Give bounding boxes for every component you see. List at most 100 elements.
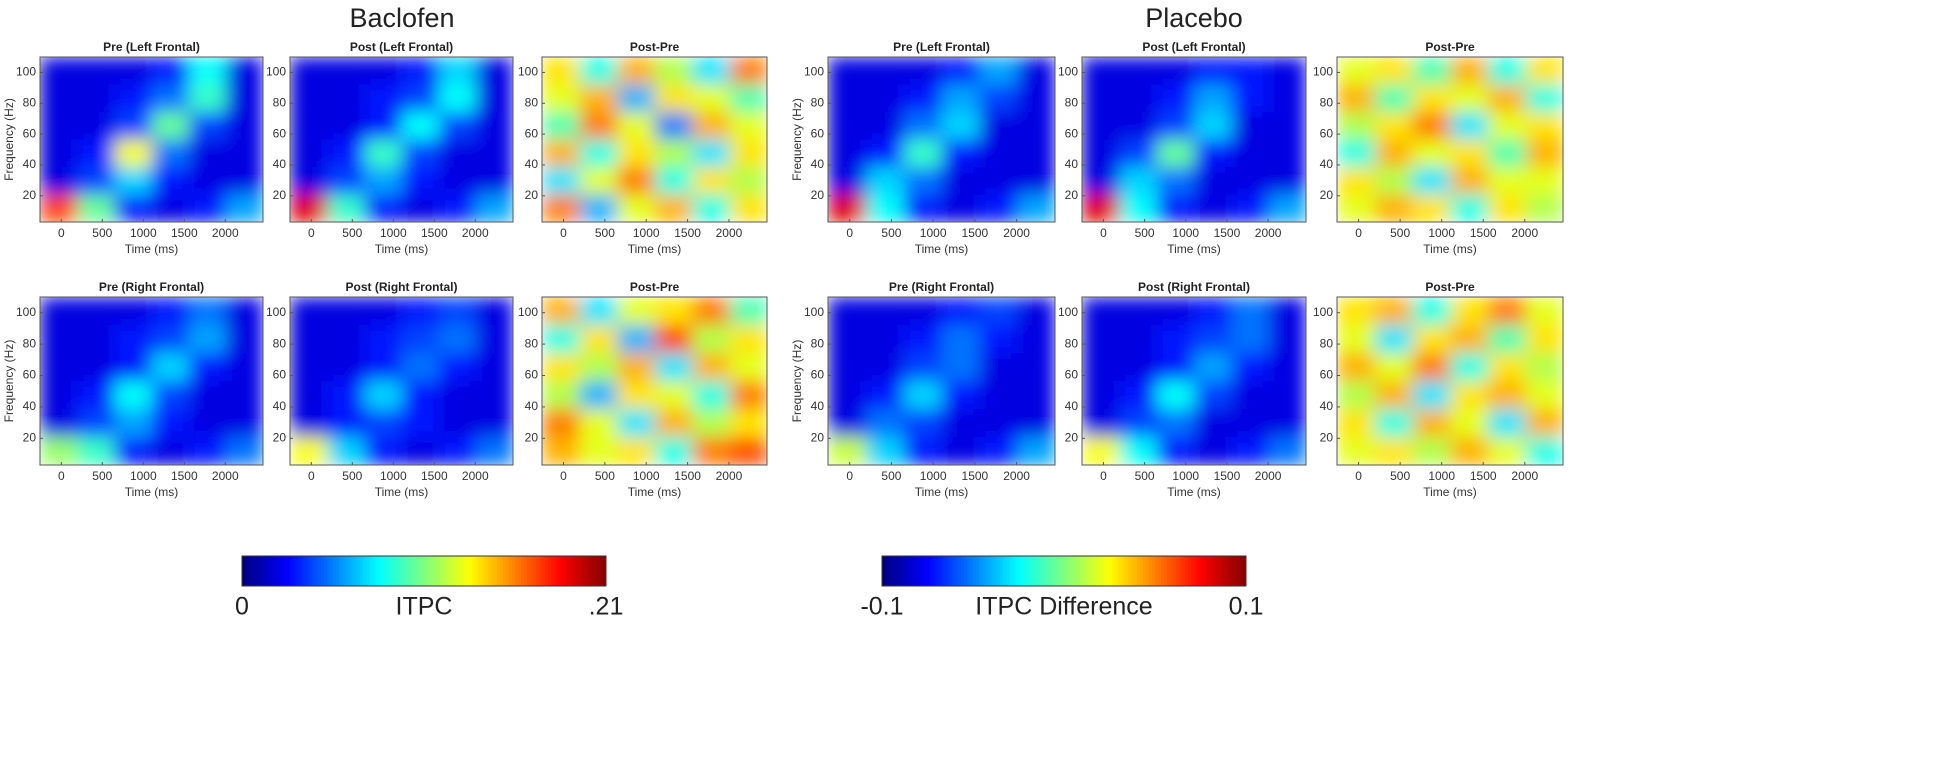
colorbar-tick-label: -0.1 bbox=[860, 593, 903, 621]
heatmap-cell bbox=[290, 409, 328, 438]
plot-frame bbox=[1336, 296, 1564, 466]
heatmap-cell bbox=[364, 167, 402, 195]
heatmap-cell bbox=[729, 437, 767, 465]
heatmap-cell bbox=[225, 84, 263, 113]
heatmap-cell bbox=[1119, 57, 1158, 85]
heatmap-cell bbox=[1156, 57, 1195, 85]
heatmap-cell bbox=[1156, 167, 1195, 195]
heatmap-cell bbox=[1412, 297, 1451, 326]
heatmap-cell bbox=[1374, 112, 1413, 140]
colorbar-step bbox=[1239, 556, 1244, 586]
colorbar-step bbox=[260, 556, 264, 586]
colorbar-step bbox=[333, 556, 337, 586]
plot-frame bbox=[289, 296, 514, 466]
heatmap-cell bbox=[438, 194, 477, 222]
x-axis-label: Time (ms) bbox=[1167, 485, 1221, 499]
heatmap-cell bbox=[1337, 112, 1376, 140]
group-title: Baclofen bbox=[349, 3, 454, 33]
heatmap-cell bbox=[290, 84, 328, 113]
colorbar-step bbox=[266, 556, 270, 586]
y-tick-label: 100 bbox=[266, 65, 286, 79]
colorbar-step bbox=[1200, 556, 1205, 586]
plot-frame bbox=[827, 56, 1056, 223]
heatmap-cell bbox=[151, 353, 190, 382]
y-tick-label: 80 bbox=[1320, 95, 1334, 109]
colorbar-step bbox=[1191, 556, 1195, 586]
heatmap-cell bbox=[1017, 84, 1055, 113]
colorbar-step bbox=[272, 556, 276, 586]
heatmap-cell bbox=[617, 194, 655, 222]
heatmap-cell bbox=[729, 409, 767, 438]
y-tick-label: 80 bbox=[273, 95, 287, 109]
heatmap-cells bbox=[1337, 297, 1563, 465]
colorbar-step bbox=[245, 556, 249, 586]
heatmap-cell bbox=[865, 167, 905, 195]
heatmap-cell bbox=[654, 139, 693, 168]
colorbar-step bbox=[587, 556, 592, 586]
colorbar-step bbox=[351, 556, 355, 586]
heatmap-cell bbox=[225, 409, 263, 438]
heatmap-cell bbox=[401, 84, 440, 113]
heatmap-cell bbox=[1119, 437, 1158, 465]
y-tick-label: 40 bbox=[1320, 399, 1334, 413]
colorbar-step bbox=[521, 556, 525, 586]
heatmap-cells bbox=[290, 297, 513, 465]
colorbar-step bbox=[375, 556, 379, 586]
heatmap-cell bbox=[617, 84, 655, 113]
colorbar-step bbox=[542, 556, 546, 586]
heatmap-cell bbox=[114, 194, 152, 222]
colorbar-step bbox=[994, 556, 998, 586]
heatmap-cell bbox=[1017, 381, 1055, 410]
heatmap-cell bbox=[865, 84, 905, 113]
heatmap-cell bbox=[729, 84, 767, 113]
heatmap-cell bbox=[1231, 381, 1270, 410]
colorbar-step bbox=[1167, 556, 1171, 586]
heatmap-cell bbox=[1337, 437, 1376, 465]
y-tick-label: 80 bbox=[1065, 336, 1079, 350]
colorbar-step bbox=[1048, 556, 1053, 586]
heatmap-cell bbox=[1337, 325, 1376, 354]
heatmap-cell bbox=[903, 112, 942, 140]
heatmap-cell bbox=[1374, 84, 1413, 113]
heatmap-cell bbox=[151, 194, 190, 222]
heatmap-cell bbox=[692, 409, 730, 438]
y-tick-label: 100 bbox=[16, 305, 36, 319]
heatmap-cell bbox=[1119, 297, 1158, 326]
colorbar-step bbox=[554, 556, 558, 586]
colorbar-step bbox=[472, 556, 477, 586]
x-tick-label: 1000 bbox=[1428, 226, 1455, 240]
heatmap-cell bbox=[1374, 57, 1413, 85]
y-tick-label: 80 bbox=[23, 95, 37, 109]
heatmap-cell bbox=[979, 167, 1018, 195]
heatmap-cell bbox=[579, 167, 618, 195]
heatmap-cell bbox=[401, 325, 440, 354]
heatmap-cell bbox=[438, 167, 477, 195]
x-tick-label: 0 bbox=[560, 226, 567, 240]
heatmap-cell bbox=[77, 167, 115, 195]
y-tick-label: 40 bbox=[1320, 157, 1334, 171]
heatmap-cell bbox=[151, 437, 190, 465]
x-tick-label: 1500 bbox=[674, 469, 701, 483]
colorbar-step bbox=[1212, 556, 1217, 586]
heatmap-cell bbox=[401, 353, 440, 382]
heatmap-cell bbox=[903, 194, 942, 222]
heatmap-cell bbox=[1017, 297, 1055, 326]
panel-title: Post-Pre bbox=[1425, 280, 1475, 294]
colorbar-step bbox=[336, 556, 340, 586]
x-tick-label: 500 bbox=[342, 469, 362, 483]
colorbar-step bbox=[979, 556, 983, 586]
heatmap-cell bbox=[1231, 57, 1270, 85]
heatmap-cell bbox=[1119, 409, 1158, 438]
heatmap-cell bbox=[579, 194, 618, 222]
heatmap-cell bbox=[1119, 84, 1158, 113]
heatmap-cell bbox=[151, 297, 190, 326]
x-tick-label: 1000 bbox=[1172, 226, 1199, 240]
x-tick-label: 0 bbox=[58, 226, 65, 240]
heatmap-cell bbox=[692, 297, 730, 326]
heatmap-cells bbox=[1337, 57, 1563, 222]
x-tick-label: 2000 bbox=[1255, 226, 1282, 240]
heatmap-cell bbox=[438, 325, 477, 354]
heatmap-cell bbox=[188, 112, 227, 140]
heatmap-cell bbox=[77, 139, 115, 168]
heatmap-cell bbox=[1017, 325, 1055, 354]
